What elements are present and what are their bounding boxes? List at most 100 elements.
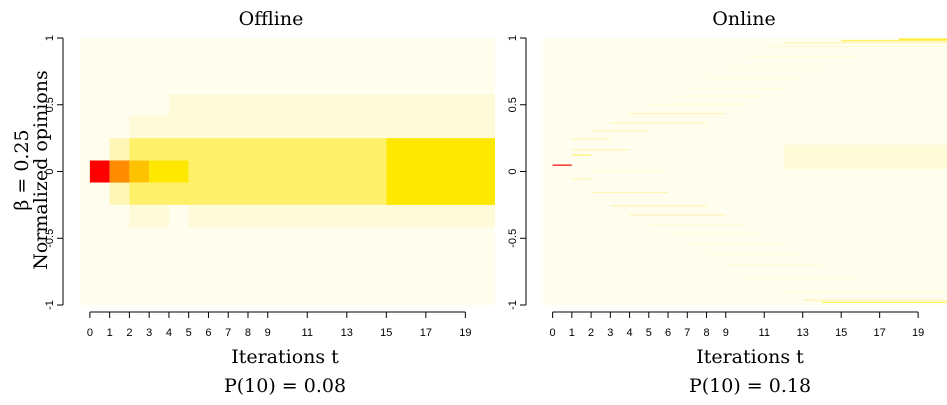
online-heatmap-cell-12 — [629, 214, 726, 216]
offline-x-tick-label: 6 — [205, 327, 211, 339]
offline-x-tick-label: 15 — [380, 327, 392, 339]
online-y-tick-label: 0.5 — [507, 97, 519, 112]
offline-x-tick-label: 2 — [126, 327, 132, 339]
online-x-tick-label: 15 — [835, 327, 847, 339]
online-heatmap-cell-15 — [668, 95, 765, 97]
offline-heatmap-cell-21 — [386, 138, 495, 205]
online-heatmap-cell-31 — [802, 299, 947, 301]
offline-heatmap-cell-6 — [109, 115, 130, 139]
online-heatmap-cell-10 — [610, 205, 707, 207]
offline-y-tick-label: -1 — [44, 300, 56, 310]
online-x-tick-label: 6 — [665, 327, 671, 339]
online-heatmap-cell-24 — [745, 277, 861, 279]
offline-x-tick-label: 0 — [87, 327, 93, 339]
offline-x-tick-label: 5 — [186, 327, 192, 339]
online-heatmap-cell-5 — [571, 138, 611, 140]
online-heatmap-cell-6 — [571, 149, 630, 151]
online-heatmap-cell-30 — [821, 301, 947, 303]
offline-heatmap-cell-14 — [149, 94, 169, 116]
online-heatmap-cell-20 — [706, 253, 803, 255]
offline-heatmap-cell-8 — [129, 160, 150, 183]
online-heatmap-cell-19 — [706, 76, 803, 79]
offline-y-tick-label: -0.5 — [44, 229, 56, 248]
online-y-tick-label: -0.5 — [507, 229, 519, 248]
online-x-tick-label: 11 — [759, 327, 770, 339]
offline-heatmap-cell-0 — [89, 160, 110, 183]
offline-heatmap-cell-10 — [129, 138, 169, 161]
offline-x-axis-label: Iterations t — [231, 346, 339, 368]
online-title: Online — [712, 8, 775, 30]
offline-heatmap-cell-16 — [168, 138, 387, 161]
offline-heatmap-cell-20 — [168, 94, 495, 116]
online-heatmap-cell-11 — [629, 113, 726, 115]
offline-heatmap-cell-19 — [188, 204, 495, 228]
offline-heatmap-cell-1 — [89, 182, 110, 205]
online-panel: Online 10.50-0.5-1 0 1 2 3 4 5 6 7 8 9 11 13 15 17 19 … — [507, 8, 947, 397]
online-heatmap-cell-28 — [841, 40, 947, 42]
offline-x-tick-label: 7 — [225, 327, 231, 339]
online-heatmap-cell-14 — [648, 223, 745, 226]
online-heatmap-cell-27 — [783, 42, 947, 44]
online-x-tick-label: 7 — [684, 327, 690, 339]
online-x-tick-label: 4 — [627, 327, 633, 339]
online-x-tick-label: 3 — [607, 327, 613, 339]
offline-x-tick-label: 4 — [166, 327, 172, 339]
online-heatmap-cell-4 — [571, 178, 592, 180]
offline-x-tick-label: 8 — [245, 327, 251, 339]
online-x-tick-label: 0 — [550, 327, 556, 339]
online-heatmap-cell-7 — [591, 130, 649, 132]
offline-y-axis: 1 0.5 0 -0.5 -1 — [44, 35, 64, 310]
online-heatmap-cell-21 — [725, 66, 822, 68]
online-heatmap-cell-9 — [610, 122, 707, 124]
online-heatmap-cell-32 — [783, 144, 947, 169]
online-heatmap-cell-18 — [687, 242, 784, 244]
offline-heatmap-cell-17 — [168, 182, 387, 205]
offline-y-tick-label: 0.5 — [44, 97, 56, 112]
offline-panel: Offline 1 0.5 0 -0.5 -1 0 1 2 3 4 5 6 7 8 9 11 13 15 17 19… — [44, 8, 495, 397]
online-x-tick-label: 1 — [569, 327, 575, 339]
offline-x-tick-label: 19 — [459, 327, 471, 339]
online-x-tick-label: 5 — [646, 327, 652, 339]
offline-heatmap-cell-12 — [129, 115, 169, 139]
online-heatmap-cell-16 — [668, 233, 765, 235]
online-heatmap-cell-13 — [648, 103, 745, 105]
online-y-tick-label: 0 — [507, 168, 519, 174]
online-heatmap-cell-17 — [687, 87, 784, 89]
offline-x-axis: 0 1 2 3 4 5 6 7 8 9 11 13 15 17 19 — [87, 311, 471, 339]
online-heatmap-cell-23 — [745, 55, 861, 57]
online-heatmap-cell-8 — [591, 191, 669, 193]
online-x-tick-label: 13 — [797, 327, 809, 339]
online-x-tick-label: 19 — [912, 327, 924, 339]
offline-caption: P(10) = 0.08 — [224, 375, 346, 397]
offline-heatmap-cell-4 — [109, 160, 130, 183]
online-y-tick-label: -1 — [507, 300, 519, 310]
online-x-axis-label: Iterations t — [696, 346, 804, 368]
online-y-tick-label: 1 — [507, 35, 519, 41]
online-x-tick-label: 9 — [723, 327, 729, 339]
offline-heatmap-cell-9 — [149, 160, 189, 183]
offline-x-tick-label: 17 — [420, 327, 432, 339]
offline-heatmap-cell-2 — [89, 138, 110, 161]
online-heatmap-cell-22 — [725, 263, 822, 266]
offline-heatmap-cell-3 — [109, 182, 130, 205]
online-x-tick-label: 17 — [874, 327, 886, 339]
online-heatmap — [543, 38, 947, 305]
online-heatmap-cell-33 — [591, 170, 669, 172]
online-heatmap-cell-29 — [898, 38, 947, 40]
offline-heatmap-cell-5 — [109, 138, 130, 161]
beta-label: β = 0.25 — [11, 129, 33, 210]
online-x-tick-label: 8 — [703, 327, 709, 339]
online-heatmap-cell-26 — [783, 290, 947, 292]
online-heatmap-cell-25 — [764, 46, 947, 48]
online-caption: P(10) = 0.18 — [689, 375, 811, 397]
online-y-axis: 1 0.5 0 -0.5 -1 — [507, 35, 527, 310]
online-heatmap-cell-0 — [552, 164, 572, 166]
online-x-axis: 0 1 2 3 4 5 6 7 8 9 11 13 15 17 19 — [550, 311, 924, 339]
offline-title: Offline — [239, 8, 304, 30]
offline-heatmap-cell-13 — [129, 204, 169, 228]
offline-heatmap-cell-11 — [129, 182, 169, 205]
offline-heatmap-cell-15 — [188, 160, 387, 183]
online-x-tick-label: 2 — [588, 327, 594, 339]
offline-y-tick-label: 1 — [44, 35, 56, 41]
